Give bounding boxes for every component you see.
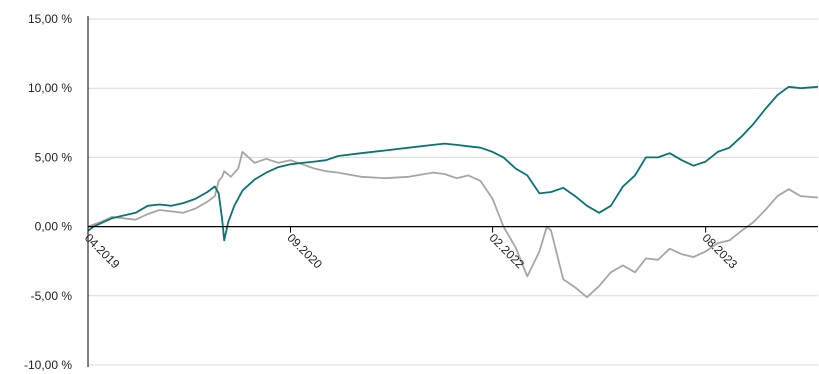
gridlines [88,18,818,366]
x-tick-label: 02.2022 [486,231,527,272]
series-line-2 [87,150,819,299]
tick-labels: 15,00 % 10,00 % 5,00 % 0,00 % -5,00 % -10,00 … [24,12,740,372]
y-tick-label: -10,00 % [24,358,72,372]
series-lines [87,85,819,299]
y-tick-label: 10,00 % [28,81,72,95]
series-line-1 [87,85,819,242]
axes [87,16,818,367]
y-tick-label: 0,00 % [35,220,73,234]
y-tick-label: 5,00 % [35,150,73,164]
x-tick-label: 09.2020 [284,231,325,272]
y-tick-label: -5,00 % [31,289,73,303]
y-tick-label: 15,00 % [28,12,72,26]
